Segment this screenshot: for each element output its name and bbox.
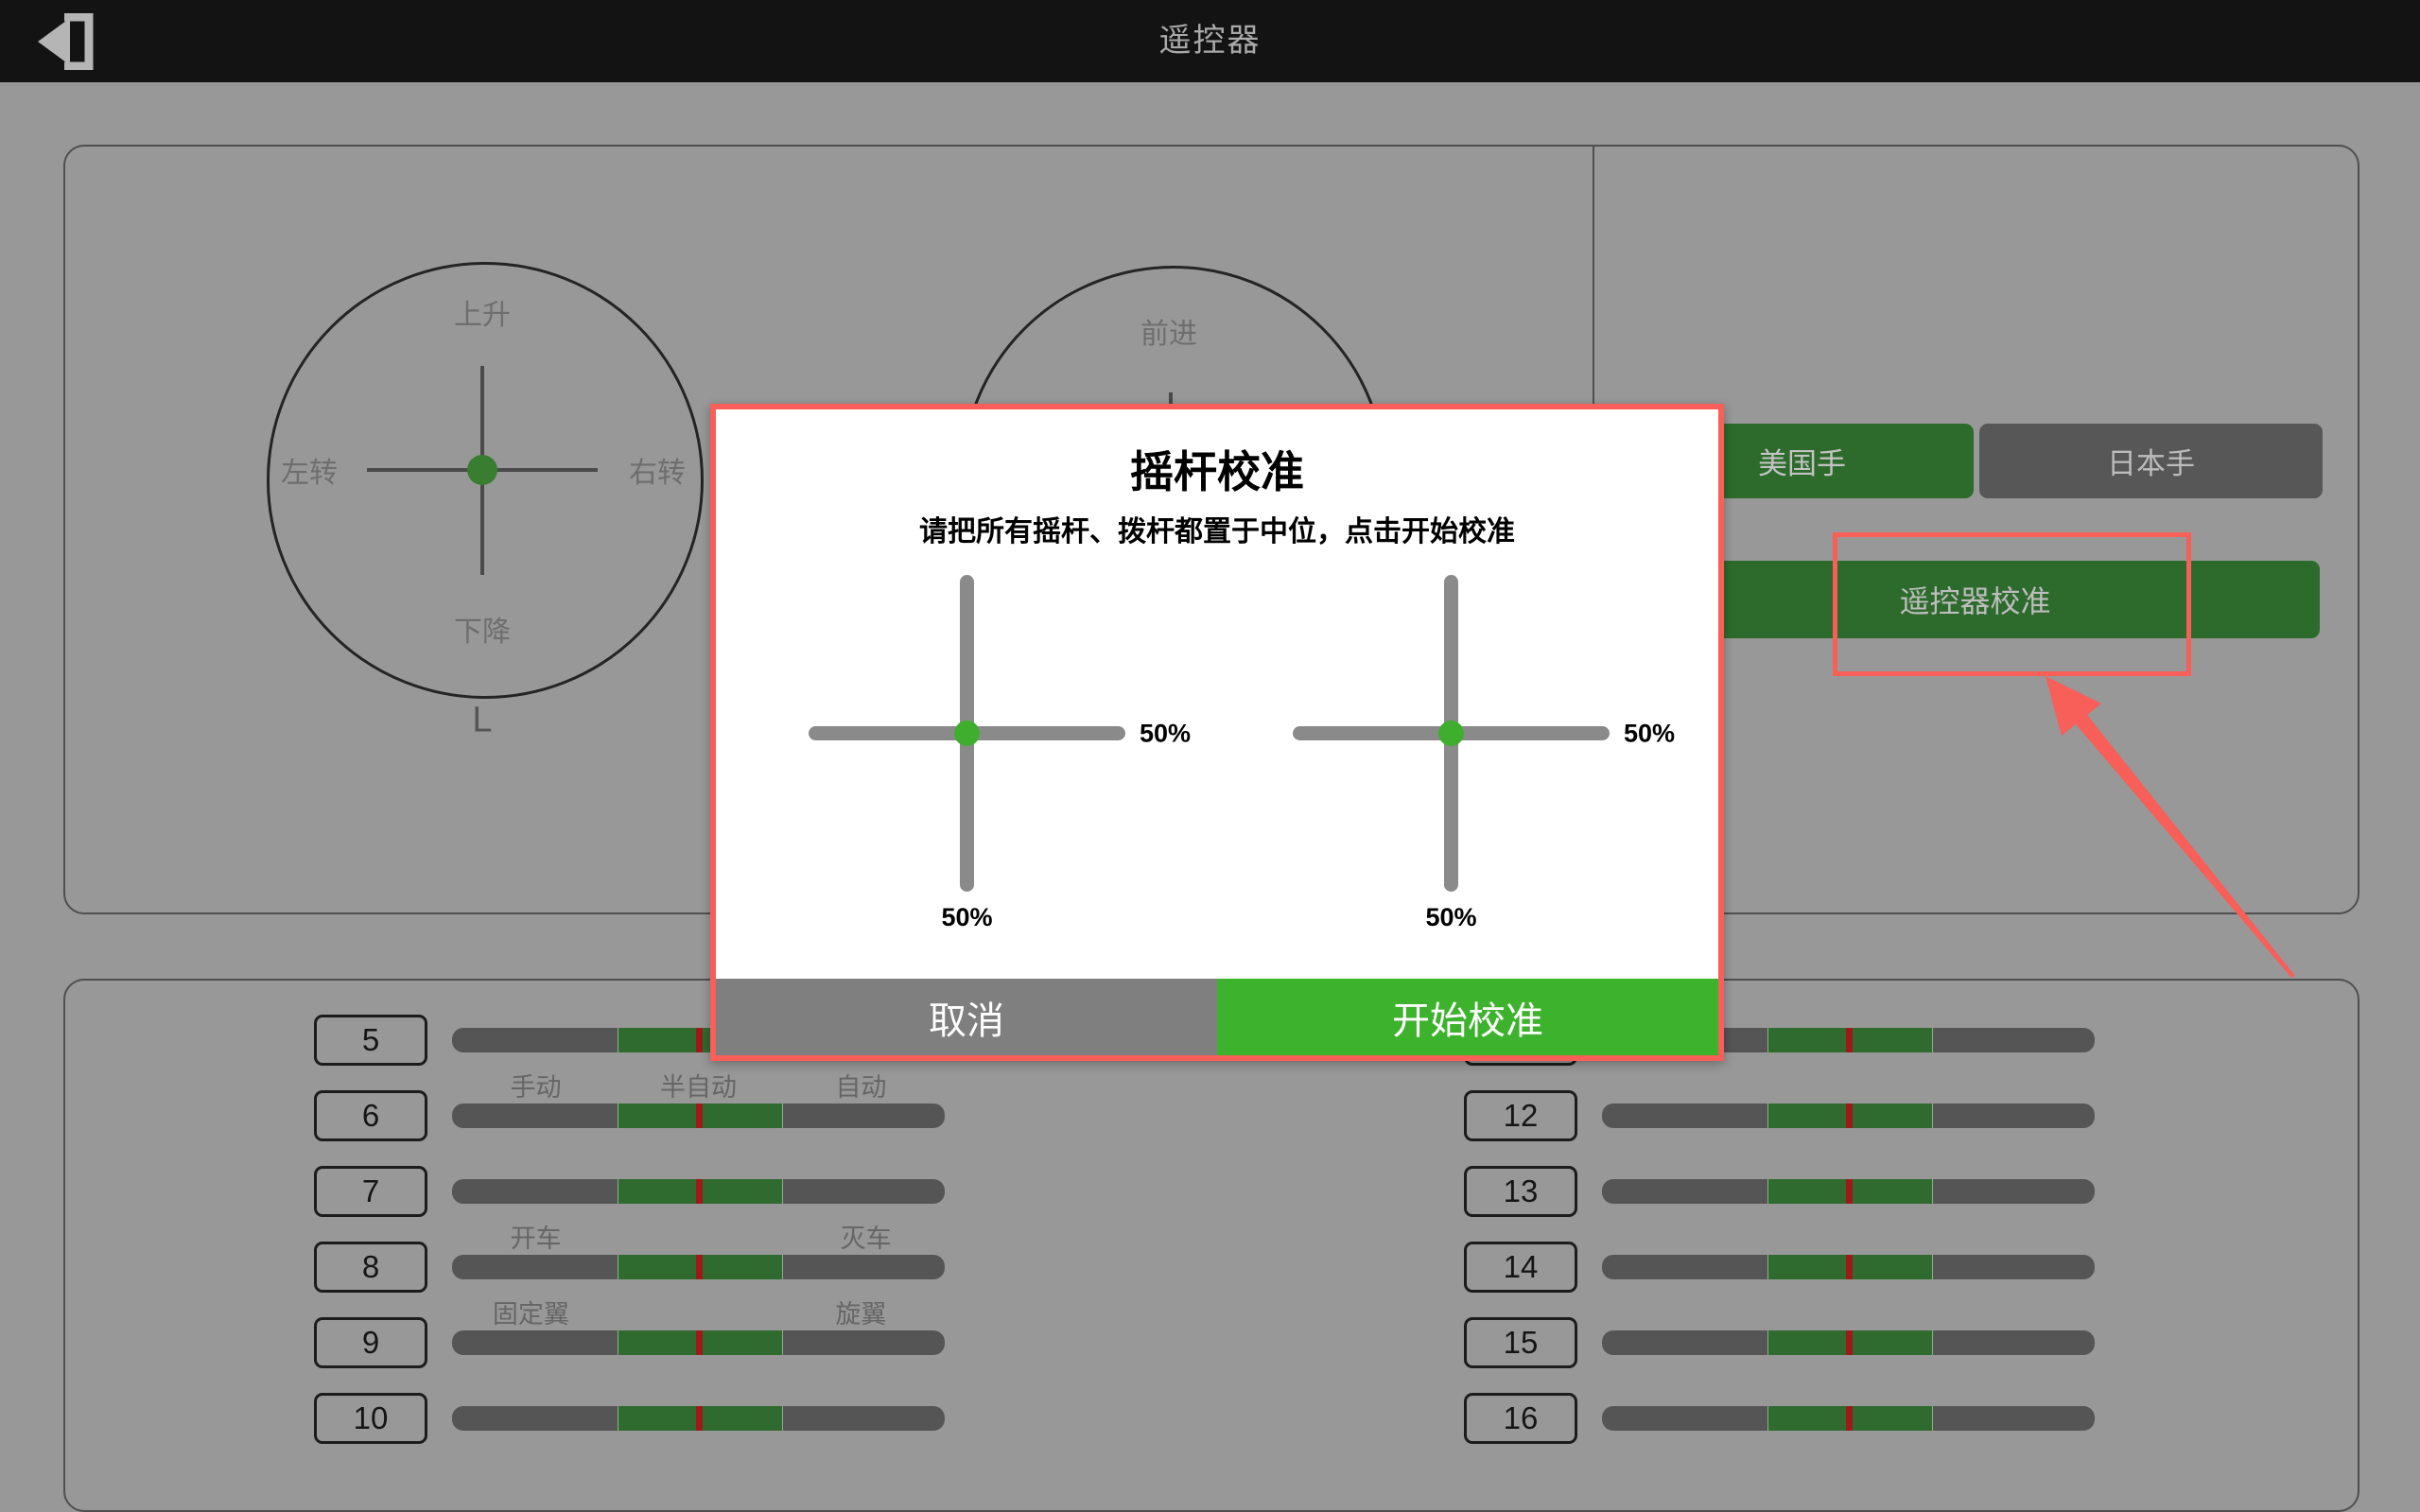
dialog-subtitle: 请把所有摇杆、拨杆都置于中位，点击开始校准 <box>919 516 1515 547</box>
left-stick-circle <box>267 262 704 699</box>
back-button[interactable] <box>36 12 95 71</box>
channel-16-value-bar <box>1602 1406 2095 1431</box>
channel-5-label: 半自动 <box>660 1073 737 1102</box>
dialog-title: 摇杆校准 <box>1130 447 1304 496</box>
dialog-right-stick-v-value: 50% <box>1425 903 1477 931</box>
channel-8-number-box: 8 <box>314 1242 427 1293</box>
channel-8-value-bar <box>452 1255 945 1279</box>
channel-5-label: 手动 <box>510 1073 562 1102</box>
left-stick-label-left: 左转 <box>281 458 338 489</box>
rc-calibrate-label: 遥控器校准 <box>1899 584 2051 618</box>
mode-jp-hand-button[interactable]: 日本手 <box>1979 424 2323 498</box>
dialog-left-stick-h-value: 50% <box>1140 719 1192 747</box>
start-calibration-label: 开始校准 <box>1392 999 1543 1042</box>
channel-8-label: 固定翼 <box>492 1300 569 1329</box>
channel-5-center-tick <box>696 1028 704 1052</box>
cancel-button[interactable]: 取消 <box>716 979 1217 1055</box>
dialog-left-stick-dot <box>954 721 980 746</box>
channel-12-value-bar <box>1602 1104 2095 1128</box>
channel-9-center-tick <box>696 1330 704 1355</box>
dialog-right-stick-cross: 50% 50% <box>1293 575 1675 931</box>
channel-9-value-bar <box>452 1330 945 1355</box>
channel-7-number-box: 7 <box>314 1166 427 1217</box>
cancel-button-label: 取消 <box>929 999 1004 1042</box>
page-title: 遥控器 <box>1158 23 1262 59</box>
channel-15-value-bar <box>1602 1330 2095 1355</box>
channel-7-value-bar <box>452 1179 945 1204</box>
channel-5-labels: 手动 半自动 自动 <box>452 1067 945 1102</box>
back-exit-icon <box>38 12 94 71</box>
left-stick-position-dot <box>467 455 497 485</box>
left-stick-label-right: 右转 <box>629 458 686 489</box>
left-stick-tag: L <box>472 700 493 740</box>
channel-8-labels: 固定翼 旋翼 <box>452 1294 945 1329</box>
channel-16-center-tick <box>1846 1406 1854 1431</box>
channel-5-label: 自动 <box>835 1073 887 1102</box>
top-bar: 遥控器 <box>0 0 2420 82</box>
channel-13-number-box: 13 <box>1464 1166 1577 1217</box>
left-stick-label-down: 下降 <box>454 617 511 648</box>
channel-7-labels: 开车 灭车 <box>452 1218 945 1253</box>
channel-10-center-tick <box>696 1406 704 1431</box>
channel-7-label: 开车 <box>510 1225 562 1253</box>
channel-15-center-tick <box>1846 1330 1854 1355</box>
channel-16-number-box: 16 <box>1464 1393 1577 1444</box>
channel-13-value-bar <box>1602 1179 2095 1204</box>
dialog-left-stick-v-value: 50% <box>941 903 993 931</box>
channel-11-center-tick <box>1846 1028 1854 1052</box>
dialog-right-stick-dot <box>1438 721 1464 746</box>
stick-calibration-dialog: 摇杆校准 请把所有摇杆、拨杆都置于中位，点击开始校准 50% 50% 50% 5… <box>710 404 1724 1061</box>
dialog-left-stick-cross: 50% 50% <box>809 575 1191 931</box>
channel-8-center-tick <box>696 1255 704 1279</box>
channel-9-number-box: 9 <box>314 1317 427 1368</box>
rc-calibrate-button[interactable]: 遥控器校准 <box>1630 561 2320 638</box>
channel-6-number-box: 6 <box>314 1090 427 1141</box>
channel-14-number-box: 14 <box>1464 1242 1577 1293</box>
start-calibration-button[interactable]: 开始校准 <box>1217 979 1718 1055</box>
channel-7-center-tick <box>696 1179 704 1204</box>
left-stick-label-up: 上升 <box>454 300 511 331</box>
mode-us-hand-label: 美国手 <box>1758 447 1846 480</box>
channel-10-number-box: 10 <box>314 1393 427 1444</box>
channel-8-label: 旋翼 <box>835 1300 887 1329</box>
channel-14-center-tick <box>1846 1255 1854 1279</box>
channel-10-value-bar <box>452 1406 945 1431</box>
mode-jp-hand-label: 日本手 <box>2107 447 2195 480</box>
channel-14-value-bar <box>1602 1255 2095 1279</box>
channel-12-number-box: 12 <box>1464 1090 1577 1141</box>
channel-7-label: 灭车 <box>840 1225 892 1253</box>
channel-12-center-tick <box>1846 1104 1854 1128</box>
channel-6-value-bar <box>452 1104 945 1128</box>
channel-15-number-box: 15 <box>1464 1317 1577 1368</box>
right-stick-label-forward: 前进 <box>1140 319 1197 350</box>
dialog-right-stick-h-value: 50% <box>1624 719 1676 747</box>
channel-6-center-tick <box>696 1104 704 1128</box>
channel-5-number-box: 5 <box>314 1015 427 1066</box>
channel-13-center-tick <box>1846 1179 1854 1204</box>
